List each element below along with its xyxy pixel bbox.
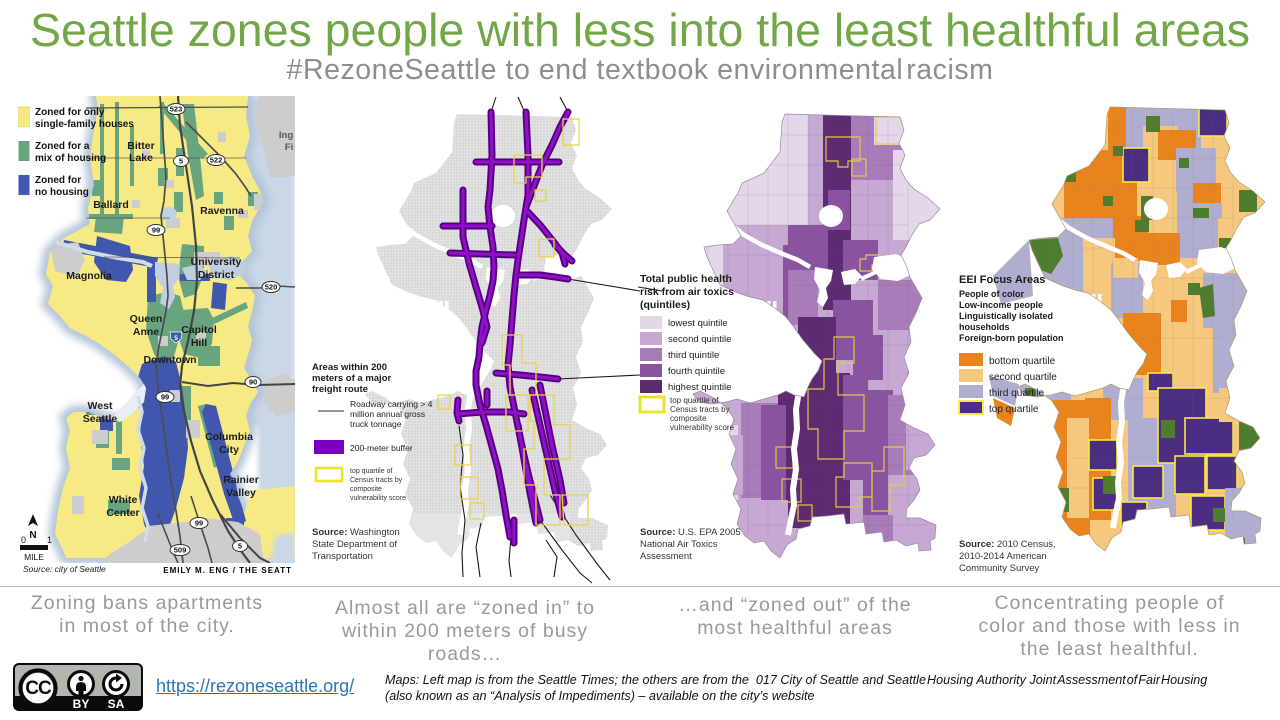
svg-text:509: 509 [174,546,187,555]
svg-text:Ballard: Ballard [93,199,129,211]
svg-text:million annual gross: million annual gross [350,409,425,419]
svg-text:N: N [29,530,36,541]
svg-text:Source: city of Seattle: Source: city of Seattle [23,564,106,574]
svg-text:Ing: Ing [279,130,293,141]
svg-text:single-family houses: single-family houses [35,119,134,130]
svg-text:EEI Focus Areas: EEI Focus Areas [959,274,1045,286]
svg-text:freight route: freight route [312,384,368,395]
svg-text:top quartile: top quartile [989,404,1039,415]
svg-text:Source: 2010 Census,: Source: 2010 Census, [959,539,1056,550]
svg-text:vulnerability score: vulnerability score [670,423,735,432]
svg-text:no housing: no housing [35,187,89,198]
svg-text:Foreign-born population: Foreign-born population [959,333,1063,343]
svg-text:Roadway carrying > 4: Roadway carrying > 4 [350,399,433,409]
svg-text:Linguistically isolated: Linguistically isolated [959,311,1053,321]
svg-text:Zoned for a: Zoned for a [35,141,90,152]
svg-text:District: District [198,269,235,281]
svg-text:99: 99 [152,226,160,235]
svg-text:Zoned for only: Zoned for only [35,107,105,118]
svg-text:Capitol: Capitol [181,324,217,336]
svg-text:lowest quintile: lowest quintile [668,318,728,329]
svg-text:highest quintile: highest quintile [668,382,731,393]
svg-text:Bitter: Bitter [127,140,154,152]
svg-text:2010-2014 American: 2010-2014 American [959,551,1047,562]
svg-text:State Department of: State Department of [312,539,397,550]
svg-text:5: 5 [238,542,242,551]
svg-text:third quartile: third quartile [989,388,1044,399]
svg-text:National Air Toxics: National Air Toxics [640,539,718,550]
svg-text:Areas within 200: Areas within 200 [312,362,387,373]
svg-text:Census tracts by: Census tracts by [670,405,730,414]
svg-text:99: 99 [161,393,169,402]
svg-text:mix of housing: mix of housing [35,153,106,164]
svg-text:Seattle: Seattle [83,413,118,425]
svg-text:third quintile: third quintile [668,350,719,361]
svg-text:second quintile: second quintile [668,334,731,345]
svg-text:bottom quartile: bottom quartile [989,356,1056,367]
svg-text:risk from air toxics: risk from air toxics [640,286,734,298]
svg-text:Zoned for: Zoned for [35,175,81,186]
svg-text:520: 520 [265,283,278,292]
svg-text:Total public health: Total public health [640,273,732,285]
svg-text:200-meter buffer: 200-meter buffer [350,443,413,453]
svg-text:CC: CC [25,678,52,699]
svg-text:truck tonnage: truck tonnage [350,419,402,429]
svg-text:90: 90 [249,378,257,387]
svg-text:523: 523 [170,105,183,114]
svg-text:(quintiles): (quintiles) [640,299,690,311]
svg-text:Lake: Lake [129,152,153,164]
svg-text:Columbia: Columbia [205,431,253,443]
svg-text:Low-income people: Low-income people [959,300,1043,310]
svg-text:Center: Center [106,507,139,519]
svg-text:West: West [88,400,113,412]
svg-text:Ravenna: Ravenna [200,205,244,217]
svg-text:99: 99 [195,519,203,528]
svg-text:City: City [219,444,239,456]
svg-text:Valley: Valley [226,487,256,499]
svg-text:Anne: Anne [133,326,159,338]
svg-text:households: households [959,322,1010,332]
svg-text:University: University [191,256,242,268]
svg-text:composite: composite [350,486,382,493]
svg-text:Queen: Queen [130,313,163,325]
svg-text:BY: BY [73,697,90,711]
svg-text:SA: SA [108,697,125,711]
svg-text:Magnolia: Magnolia [66,270,112,282]
svg-text:Census tracts by: Census tracts by [350,477,403,484]
svg-text:5: 5 [174,335,178,342]
svg-text:top quartile of: top quartile of [670,396,719,405]
svg-text:vulnerability score: vulnerability score [350,495,406,502]
svg-text:Source: Washington: Source: Washington [312,527,400,538]
svg-text:Community Survey: Community Survey [959,563,1039,574]
svg-text:People of color: People of color [959,289,1025,299]
svg-text:fourth quintile: fourth quintile [668,366,725,377]
svg-text:Downtown: Downtown [143,354,196,366]
svg-text:White: White [109,494,138,506]
svg-text:Fi: Fi [285,142,293,153]
svg-text:5: 5 [179,157,183,166]
svg-text:0: 0 [21,535,26,545]
svg-text:1: 1 [47,535,52,545]
svg-text:EMILY M. ENG / THE SEATT: EMILY M. ENG / THE SEATT [163,566,292,575]
svg-text:top quartile of: top quartile of [350,468,392,475]
svg-text:Transportation: Transportation [312,551,373,562]
svg-text:Assessment: Assessment [640,551,692,562]
svg-text:composite: composite [670,414,707,423]
svg-text:Hill: Hill [191,337,207,349]
svg-text:MILE: MILE [24,552,44,562]
svg-text:meters of a major: meters of a major [312,373,391,384]
svg-text:522: 522 [210,156,223,165]
svg-text:second quartile: second quartile [989,372,1057,383]
svg-text:Rainier: Rainier [223,474,259,486]
svg-text:Source: U.S. EPA 2005: Source: U.S. EPA 2005 [640,527,741,538]
